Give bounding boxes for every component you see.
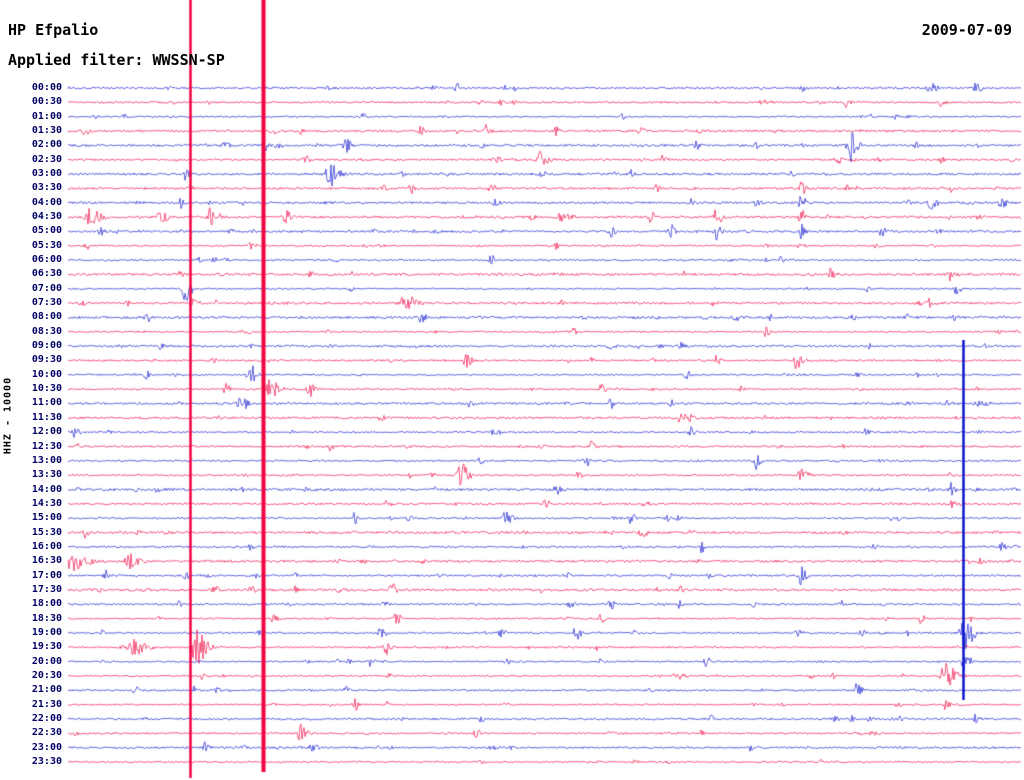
time-label-0730: 07:30: [31, 297, 62, 309]
time-label-1530: 15:30: [31, 526, 62, 538]
time-label-1630: 16:30: [31, 555, 62, 567]
time-label-0500: 05:00: [31, 225, 62, 237]
time-label-0530: 05:30: [31, 239, 62, 251]
time-label-0030: 00:30: [31, 96, 62, 108]
time-label-2000: 20:00: [31, 655, 62, 667]
time-label-0330: 03:30: [31, 182, 62, 194]
time-label-2200: 22:00: [31, 712, 62, 724]
time-label-1700: 17:00: [31, 569, 62, 581]
station-title: HP Efpalio: [8, 21, 99, 39]
time-label-0400: 04:00: [31, 196, 62, 208]
time-label-2030: 20:30: [31, 669, 62, 681]
time-label-0230: 02:30: [31, 153, 62, 165]
time-label-0100: 01:00: [31, 110, 62, 122]
time-label-1730: 17:30: [31, 583, 62, 595]
time-label-1500: 15:00: [31, 512, 62, 524]
time-label-1200: 12:00: [31, 426, 62, 438]
time-label-0430: 04:30: [31, 211, 62, 223]
time-label-0900: 09:00: [31, 340, 62, 352]
time-label-1400: 14:00: [31, 483, 62, 495]
date-label: 2009-07-09: [921, 21, 1012, 39]
time-label-0700: 07:00: [31, 282, 62, 294]
time-label-1930: 19:30: [31, 641, 62, 653]
time-label-1830: 18:30: [31, 612, 62, 624]
time-label-0800: 08:00: [31, 311, 62, 323]
time-label-2230: 22:30: [31, 727, 62, 739]
time-label-2130: 21:30: [31, 698, 62, 710]
time-label-0630: 06:30: [31, 268, 62, 280]
time-label-1000: 10:00: [31, 368, 62, 380]
time-label-0200: 02:00: [31, 139, 62, 151]
time-label-1900: 19:00: [31, 626, 62, 638]
time-label-0600: 06:00: [31, 254, 62, 266]
filter-label: Applied filter: WWSSN-SP: [8, 51, 225, 69]
time-label-1800: 18:00: [31, 598, 62, 610]
time-label-1100: 11:00: [31, 397, 62, 409]
time-label-2330: 23:30: [31, 755, 62, 767]
time-label-1030: 10:30: [31, 383, 62, 395]
time-label-0830: 08:30: [31, 325, 62, 337]
time-label-1600: 16:00: [31, 540, 62, 552]
time-label-2300: 23:00: [31, 741, 62, 753]
time-label-1330: 13:30: [31, 469, 62, 481]
time-label-1230: 12:30: [31, 440, 62, 452]
time-label-0300: 03:00: [31, 168, 62, 180]
time-label-0130: 01:30: [31, 125, 62, 137]
time-label-1300: 13:00: [31, 454, 62, 466]
time-label-2100: 21:00: [31, 684, 62, 696]
time-label-1430: 14:30: [31, 497, 62, 509]
time-label-0000: 00:00: [31, 82, 62, 93]
time-label-1130: 11:30: [31, 411, 62, 423]
time-label-0930: 09:30: [31, 354, 62, 366]
